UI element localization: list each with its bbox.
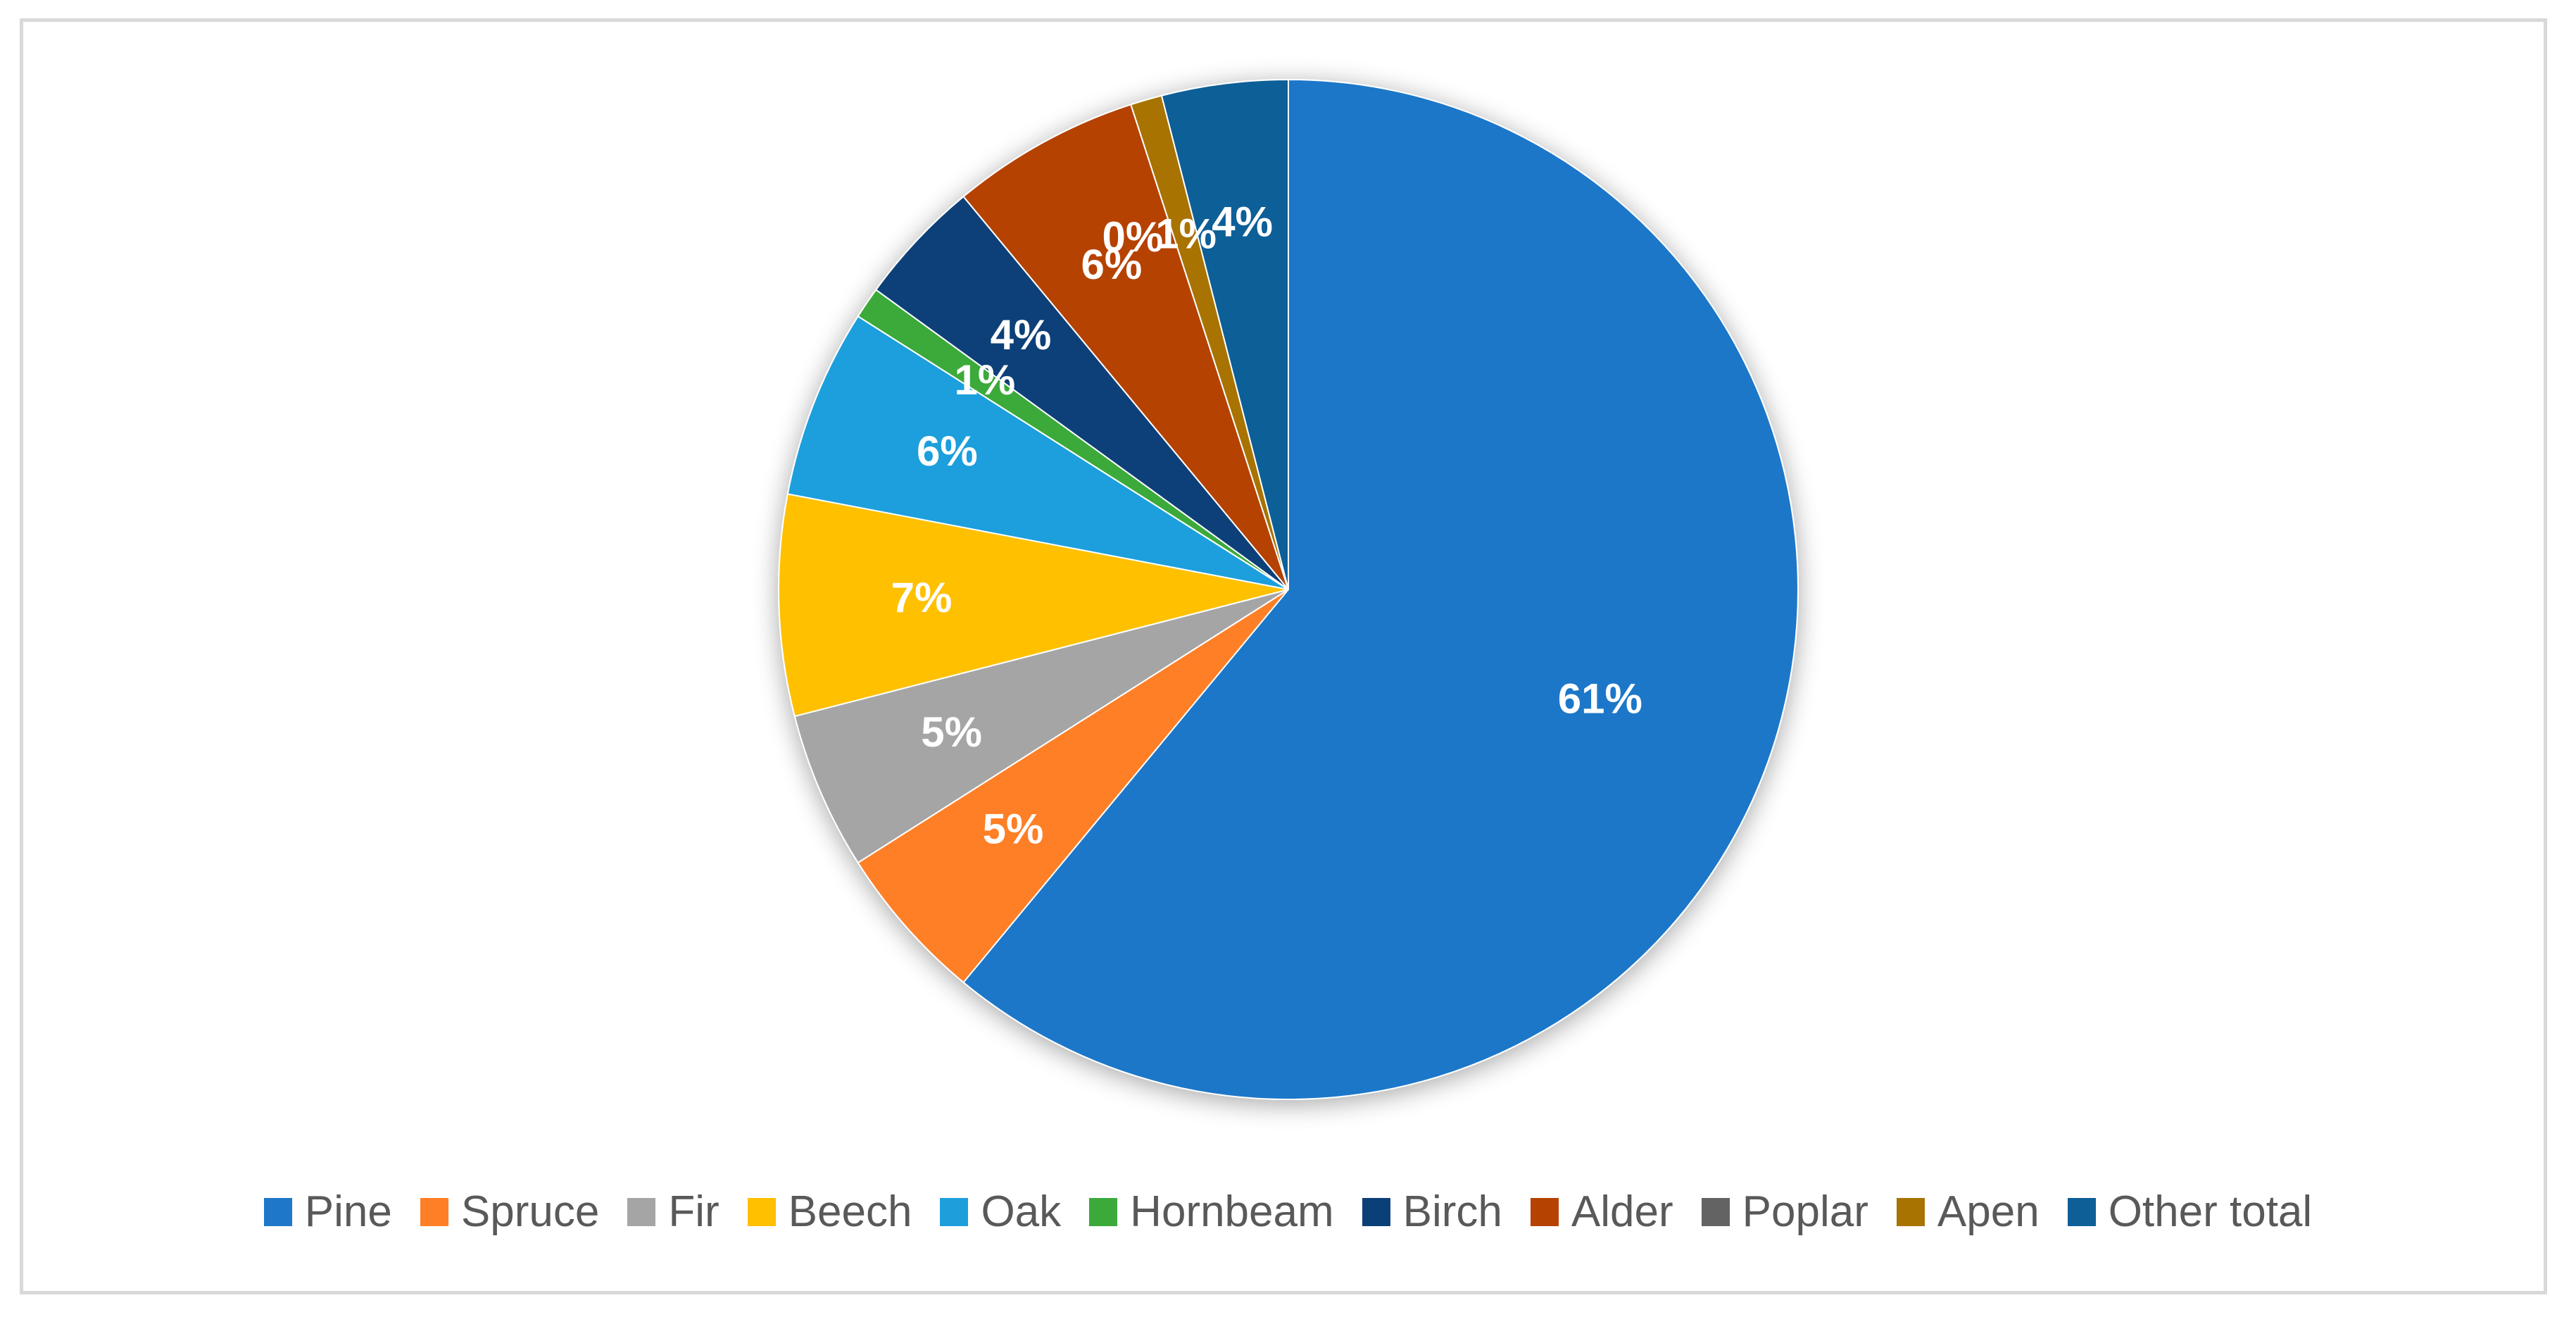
legend-item-oak: Oak [940, 1187, 1061, 1237]
chart-legend: Pine Spruce Fir Beech Oak Hornbeam Birch Alder P… [0, 1187, 2576, 1237]
legend-swatch [1362, 1197, 1390, 1226]
slice-other-total [1160, 78, 1289, 590]
legend-item-beech: Beech [747, 1187, 912, 1237]
legend-swatch [747, 1197, 776, 1226]
slice-fir [793, 589, 1289, 864]
slice-beech [778, 493, 1289, 718]
data-label-pine: 61% [1558, 675, 1642, 722]
data-label-hornbeam: 1% [955, 356, 1016, 404]
slice-birch [874, 195, 1289, 590]
legend-item-spruce: Spruce [420, 1187, 599, 1237]
legend-label: Spruce [460, 1187, 600, 1236]
legend-item-pine: Pine [263, 1187, 392, 1237]
legend-swatch [263, 1197, 292, 1226]
legend-label: Poplar [1742, 1187, 1868, 1236]
legend-item-apen: Apen [1896, 1187, 2040, 1237]
data-label-birch: 4% [991, 311, 1052, 358]
data-label-oak: 6% [917, 427, 978, 475]
data-label-apen: 1% [1155, 210, 1217, 257]
legend-item-fir: Fir [627, 1187, 720, 1237]
legend-swatch [940, 1197, 969, 1226]
legend-label: Pine [304, 1187, 392, 1236]
legend-label: Hornbeam [1130, 1187, 1334, 1236]
slice-pine [962, 78, 1799, 1100]
data-label-other-total: 4% [1212, 199, 1273, 246]
legend-swatch [2067, 1197, 2096, 1226]
legend-label: Alder [1571, 1187, 1673, 1236]
legend-item-alder: Alder [1530, 1187, 1673, 1237]
legend-item-poplar: Poplar [1701, 1187, 1868, 1237]
legend-label: Birch [1402, 1187, 1502, 1236]
legend-item-other-total: Other total [2067, 1187, 2313, 1237]
data-label-alder: 6% [1081, 241, 1143, 288]
slice-alder [962, 104, 1289, 590]
legend-label: Oak [981, 1187, 1062, 1236]
legend-swatch [627, 1197, 656, 1226]
data-label-beech: 7% [891, 574, 953, 621]
legend-item-birch: Birch [1362, 1187, 1502, 1237]
legend-label: Apen [1937, 1187, 2040, 1236]
data-label-poplar: 0% [1102, 213, 1164, 261]
data-label-fir: 5% [921, 709, 982, 756]
legend-swatch [420, 1197, 448, 1226]
slice-oak [786, 315, 1289, 590]
slice-spruce [857, 589, 1289, 984]
legend-label: Other total [2108, 1187, 2313, 1236]
legend-swatch [1896, 1197, 1925, 1226]
legend-item-hornbeam: Hornbeam [1089, 1187, 1334, 1237]
legend-swatch [1530, 1197, 1559, 1226]
legend-label: Beech [788, 1187, 912, 1236]
data-label-spruce: 5% [983, 806, 1044, 853]
legend-swatch [1089, 1197, 1118, 1226]
legend-swatch [1701, 1197, 1730, 1226]
legend-label: Fir [668, 1187, 720, 1236]
